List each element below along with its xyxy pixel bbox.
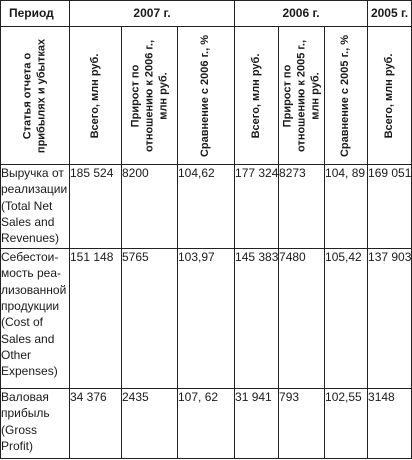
cell-value: 151 148 (69, 248, 122, 389)
col-header-growth-2007: Прирост по отношению к 2006 г., млн руб. (121, 26, 178, 165)
column-subheader-row: Статья отчета о прибылях и убытках Всего… (0, 26, 412, 165)
cell-value: 169 051 (367, 164, 412, 249)
year-2005-header: 2005 г. (367, 0, 412, 27)
cell-value: 185 524 (69, 164, 122, 249)
cell-value: 31 941 (234, 388, 280, 459)
cell-value: 103,97 (176, 248, 236, 389)
row-label: Себестои-мость реа-лизованной продукции … (0, 248, 70, 389)
period-label: Период (0, 0, 70, 27)
cell-value: 104,62 (176, 164, 236, 249)
row-label: Выручка от реализации (Total Net Sales a… (0, 164, 70, 249)
col-header-total-2006: Всего, млн руб. (234, 26, 280, 165)
col-header-total-2007-text: Всего, млн руб. (88, 53, 101, 138)
col-header-total-2007: Всего, млн руб. (69, 26, 122, 165)
cell-value: 177 324 (234, 164, 280, 249)
col-header-growth-2007-text: Прирост по отношению к 2006 г., млн руб. (128, 39, 169, 152)
cell-value: 34 376 (69, 388, 122, 459)
year-2006-header: 2006 г. (234, 0, 369, 27)
col-header-item-text: Статья отчета о прибылях и убытках (21, 38, 47, 153)
table-row: Валовая прибыль (Gross Profit) 34 376 24… (0, 388, 412, 459)
cell-value: 105,42 (324, 248, 369, 389)
cell-value: 793 (278, 388, 326, 459)
cell-value: 2435 (121, 388, 178, 459)
col-header-item: Статья отчета о прибылях и убытках (0, 26, 70, 165)
table-row: Себестои-мость реа-лизованной продукции … (0, 248, 412, 389)
col-header-compare-2006-text: Сравнение с 2005 г., % (339, 34, 352, 157)
cell-value: 102,55 (324, 388, 369, 459)
col-header-compare-2007: Сравнение с 2006 г., % (176, 26, 236, 165)
cell-value: 8273 (278, 164, 326, 249)
year-2007-header: 2007 г. (68, 0, 236, 27)
col-header-growth-2006: Прирост по отношению к 2005 г., млн руб. (278, 26, 326, 165)
col-header-total-2006-text: Всего, млн руб. (249, 53, 262, 138)
cell-value: 7480 (278, 248, 326, 389)
row-label: Валовая прибыль (Gross Profit) (0, 388, 70, 459)
period-header-row: Период 2007 г. 2006 г. 2005 г. (0, 0, 412, 27)
cell-value: 137 903 (367, 248, 412, 389)
cell-value: 3148 (367, 388, 412, 459)
cell-value: 8200 (121, 164, 178, 249)
col-header-total-2005-text: Всего, млн руб. (382, 53, 395, 138)
cell-value: 104, 89 (324, 164, 369, 249)
col-header-compare-2006: Сравнение с 2005 г., % (324, 26, 369, 165)
col-header-compare-2007-text: Сравнение с 2006 г., % (199, 34, 212, 157)
table-row: Выручка от реализации (Total Net Sales a… (0, 164, 412, 249)
col-header-growth-2006-text: Прирост по отношению к 2005 г., млн руб. (280, 39, 321, 152)
cell-value: 5765 (121, 248, 178, 389)
col-header-total-2005: Всего, млн руб. (367, 26, 412, 165)
cell-value: 107, 62 (176, 388, 236, 459)
cell-value: 145 383 (234, 248, 280, 389)
